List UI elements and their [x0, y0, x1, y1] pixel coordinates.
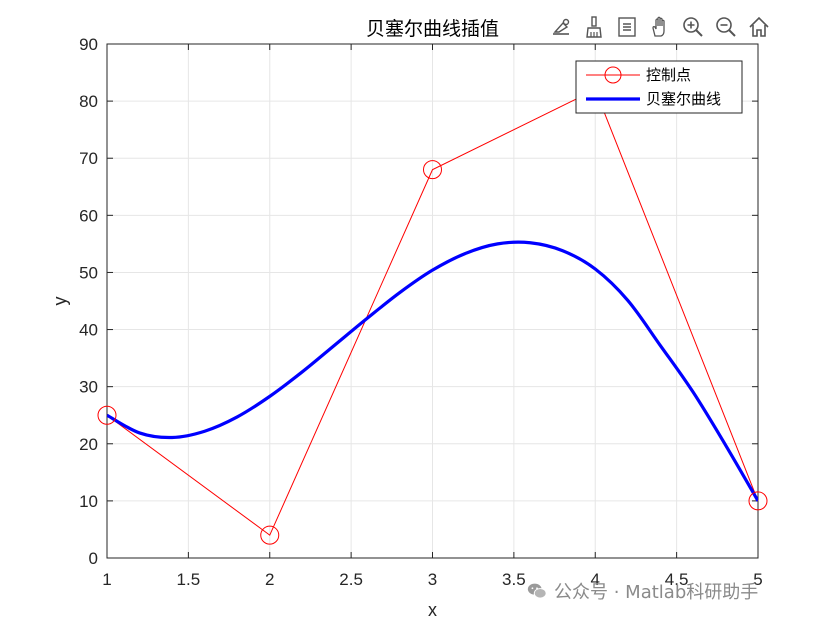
y-axis-label: y: [50, 297, 70, 306]
x-tick-label: 4.5: [665, 570, 689, 589]
y-tick-label: 90: [79, 35, 98, 54]
control-polygon-line: [106, 89, 759, 536]
watermark-text: 公众号 · Matlab科研助手: [554, 582, 759, 603]
y-tick-label: 0: [89, 549, 98, 568]
y-tick-label: 60: [79, 206, 98, 225]
brush-icon: [586, 16, 602, 38]
y-tick-label: 80: [79, 92, 98, 111]
data-tips-icon: [553, 18, 570, 35]
pan-hand-icon: [652, 16, 665, 37]
legend-label-curve: 贝塞尔曲线: [646, 90, 721, 108]
x-axis-label: x: [428, 600, 437, 620]
bezier-curve-line: [107, 240, 758, 502]
axes-toolbar: [546, 12, 774, 42]
x-tick-label: 4: [591, 570, 600, 589]
pan-button[interactable]: [645, 12, 675, 42]
x-tick-label: 5: [753, 570, 762, 589]
zoom-in-icon: [683, 17, 703, 37]
x-tick-label: 3.5: [502, 570, 526, 589]
data-cursor-button[interactable]: [612, 12, 642, 42]
x-tick-label: 2: [265, 570, 274, 589]
x-tick-label: 3: [428, 570, 437, 589]
y-tick-label: 20: [79, 435, 98, 454]
brush-button[interactable]: [579, 12, 609, 42]
watermark: 公众号 · Matlab科研助手: [526, 578, 758, 604]
zoom-in-button[interactable]: [678, 12, 708, 42]
chart-title: 贝塞尔曲线插值: [366, 18, 499, 40]
data-tips-button[interactable]: [546, 12, 576, 42]
control-point-marker[interactable]: [260, 525, 280, 545]
x-tick-label: 1.5: [177, 570, 201, 589]
legend-swatch-control-marker: [604, 66, 622, 84]
legend-label-control: 控制点: [646, 66, 691, 84]
home-icon: [749, 16, 769, 37]
x-tick-label: 1: [102, 570, 111, 589]
data-cursor-icon: [618, 17, 636, 37]
zoom-out-button[interactable]: [711, 12, 741, 42]
y-tick-label: 30: [79, 378, 98, 397]
axes-box: [106, 43, 759, 559]
y-tick-label: 10: [79, 492, 98, 511]
zoom-out-icon: [716, 17, 736, 37]
y-tick-label: 50: [79, 263, 98, 282]
legend-box: [575, 60, 743, 114]
control-point-marker[interactable]: [748, 491, 768, 511]
y-tick-label: 70: [79, 149, 98, 168]
y-tick-label: 40: [79, 321, 98, 340]
wechat-icon: [527, 583, 547, 599]
control-point-marker[interactable]: [423, 160, 442, 180]
home-button[interactable]: [744, 12, 774, 42]
control-point-marker[interactable]: [97, 405, 117, 425]
x-tick-label: 2.5: [339, 570, 363, 589]
